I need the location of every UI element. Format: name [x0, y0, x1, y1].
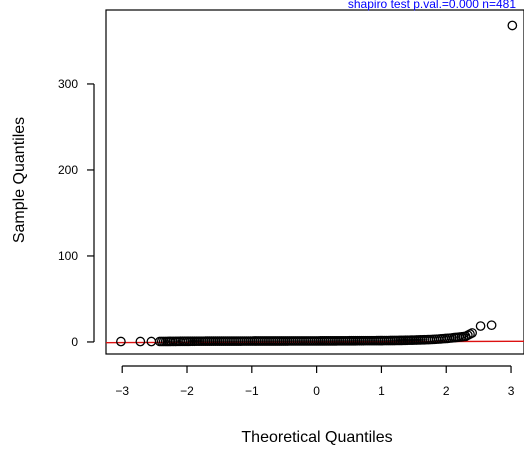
x-axis: −3 −2 −1 0 1 2 3 [115, 365, 515, 398]
plot-frame [105, 9, 524, 355]
shapiro-annotation: shapiro test p.val.=0.000 n=481 [348, 0, 516, 11]
qq-point [486, 320, 497, 331]
x-tick-label: −3 [115, 384, 129, 398]
x-tick-label: 3 [508, 384, 515, 398]
x-tick-label: −1 [245, 384, 259, 398]
x-tick-label: 0 [313, 384, 320, 398]
x-tick-label: −2 [180, 384, 194, 398]
x-axis-title: Theoretical Quantiles [241, 429, 392, 446]
x-tick-label: 2 [443, 384, 450, 398]
y-axis: 0 100 200 300 [58, 77, 95, 349]
x-tick-label: 1 [378, 384, 385, 398]
qq-point [475, 321, 486, 331]
qq-point [135, 336, 146, 347]
y-tick-label: 300 [58, 77, 78, 91]
qq-point [467, 328, 478, 338]
qq-point [116, 336, 126, 347]
y-tick-label: 200 [58, 163, 78, 177]
y-tick-label: 0 [71, 335, 78, 349]
qq-point [146, 336, 157, 347]
y-tick-label: 100 [58, 249, 78, 263]
y-axis-title: Sample Quantiles [11, 117, 28, 243]
qq-point [507, 20, 518, 31]
